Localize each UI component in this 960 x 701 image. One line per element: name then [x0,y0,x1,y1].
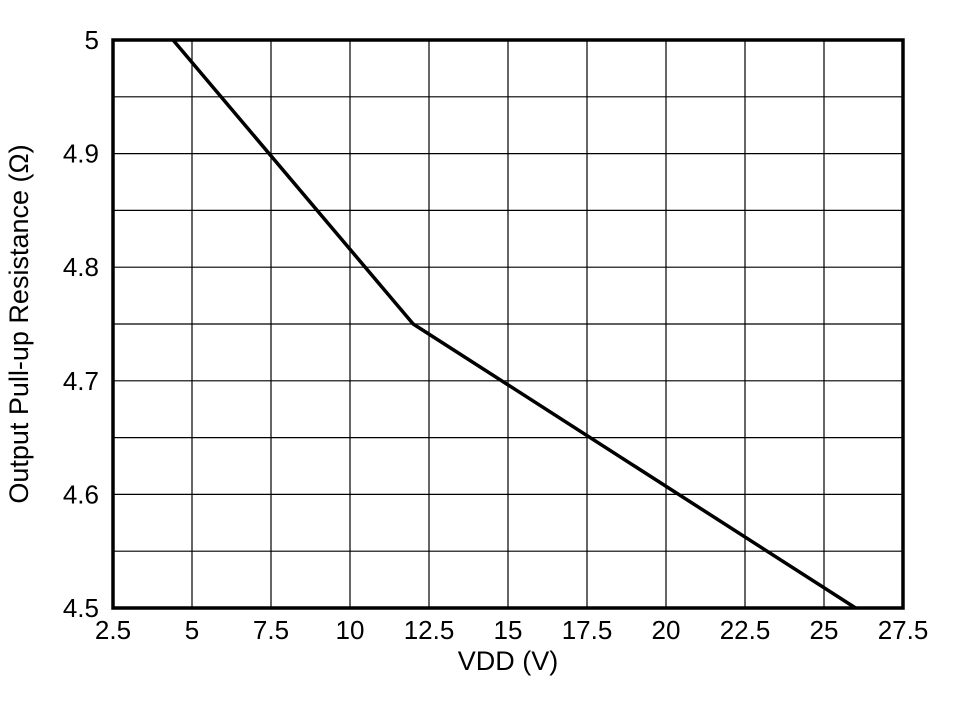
chart-plot-area: 2.5 5 7.5 10 12.5 15 17.5 20 22.5 25 27.5 4.5 4.6 4.7… [63,25,928,645]
x-tick-label: 22.5 [720,615,771,645]
x-tick-label: 27.5 [878,615,929,645]
y-tick-label: 4.8 [63,252,99,282]
x-axis-label: VDD (V) [458,646,559,676]
x-tick-label: 20 [652,615,681,645]
data-series-line-output-pullup-resistance [171,38,857,610]
y-tick-label: 4.6 [63,479,99,509]
y-tick-label: 5 [85,25,99,55]
y-tick-label: 4.7 [63,366,99,396]
x-tick-label: 15 [494,615,523,645]
x-tick-label: 12.5 [404,615,455,645]
x-tick-label: 25 [810,615,839,645]
x-tick-label: 17.5 [562,615,613,645]
y-axis-label: Output Pull-up Resistance (Ω) [4,144,34,503]
x-tick-label: 5 [185,615,199,645]
x-tick-label: 2.5 [95,615,131,645]
plot-border [111,38,905,610]
y-tick-label: 4.5 [63,593,99,623]
x-tick-label: 7.5 [253,615,289,645]
y-tick-label: 4.9 [63,139,99,169]
x-tick-label: 10 [336,615,365,645]
